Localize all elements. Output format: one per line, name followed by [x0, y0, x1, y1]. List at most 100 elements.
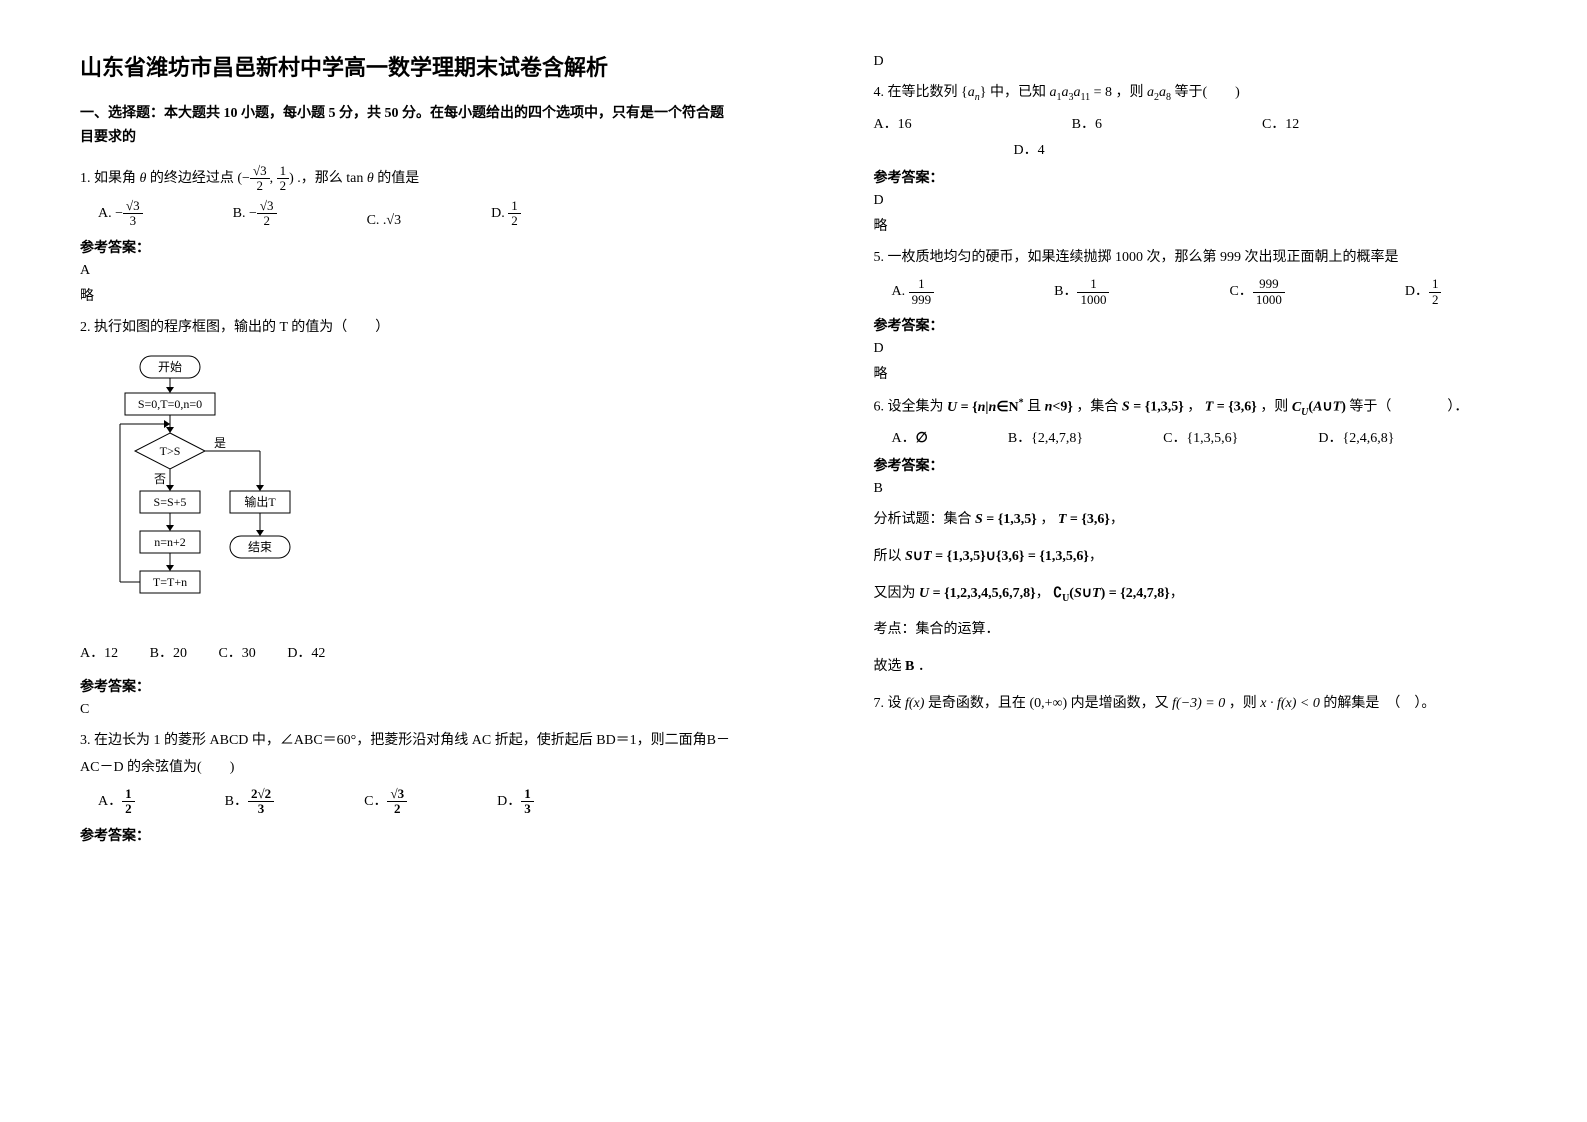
q7-f2: f(−3) = 0 — [1172, 696, 1225, 711]
q2-optC: C．30 — [218, 646, 255, 661]
q6-gu-prefix: 故选 — [874, 659, 902, 674]
q5-stem: 5. 一枚质地均匀的硬币，如果连续抛掷 1000 次，那么第 999 次出现正面… — [874, 245, 1528, 272]
q7-stem: 7. 设 f(x) 是奇函数，且在 (0,+∞) 内是增函数，又 f(−3) =… — [874, 691, 1528, 718]
q2-stem: 2. 执行如图的程序框图，输出的 T 的值为（ ） — [80, 315, 734, 342]
section-head: 一、选择题：本大题共 10 小题，每小题 5 分，共 50 分。在每小题给出的四… — [80, 102, 734, 150]
q6-ans-label: 参考答案： — [874, 455, 1528, 475]
q3-optD: D．13 — [497, 787, 534, 817]
q6-p2: 且 — [1027, 400, 1041, 415]
q6-am: ， — [1040, 512, 1054, 527]
q7-p2: 是奇函数，且在 — [928, 696, 1026, 711]
q6-S2: S = {1,3,5} — [975, 512, 1037, 527]
q7-p5: 的解集是 （ ）。 — [1323, 696, 1435, 711]
q2-ans: C — [80, 702, 734, 718]
q3-options: A．12 B．2√23 C．√32 D．13 — [98, 787, 734, 817]
q5-options: A. 1999 B．11000 C．9991000 D．12 — [892, 277, 1528, 307]
q4-optB: B．6 — [1072, 113, 1102, 133]
q3-optA: A．12 — [98, 787, 135, 817]
q5-ans2: 略 — [874, 363, 1528, 383]
q1-optA: A. −√33 — [98, 199, 143, 229]
svg-text:结束: 结束 — [248, 540, 272, 554]
q6-gu: 故选 B ． — [874, 654, 1528, 681]
q6-kao: 考点：集合的运算． — [874, 617, 1528, 644]
svg-text:S=0,T=0,n=0: S=0,T=0,n=0 — [138, 397, 202, 411]
q7-p4: ，则 — [1229, 696, 1257, 711]
q4-optA: A．16 — [874, 113, 912, 133]
q3-optC: C．√32 — [364, 787, 407, 817]
q1-stem-suffix: .，那么 — [297, 171, 343, 186]
svg-text:n=n+2: n=n+2 — [154, 535, 186, 549]
q5-ans: D — [874, 341, 1528, 357]
svg-text:否: 否 — [154, 472, 166, 486]
tan-theta: tan θ — [346, 171, 377, 186]
q6-analysis: 分析试题：集合 S = {1,3,5} ， T = {3,6}， — [874, 507, 1528, 534]
q1-stem: 1. 如果角 θ 的终边经过点 (−√32, 12) .，那么 tan θ 的值… — [80, 164, 734, 194]
q4-stem-mid: 中，已知 — [990, 85, 1046, 100]
q1-ans: A — [80, 263, 734, 279]
q3-ans-label: 参考答案： — [80, 825, 734, 845]
q1-optB: B. −√32 — [233, 199, 277, 229]
q1-stem-mid: 的终边经过点 — [150, 171, 234, 186]
q4-ans-label: 参考答案： — [874, 167, 1528, 187]
q6-U2: U = {1,2,3,4,5,6,7,8} — [919, 586, 1036, 601]
q6-ans: B — [874, 481, 1528, 497]
q6-p4: ， — [1187, 400, 1201, 415]
q5-optB: B．11000 — [1054, 277, 1109, 307]
q6-gu-end: ． — [918, 659, 932, 674]
q1-optD: D. 12 — [491, 199, 521, 229]
q6-gu-ans: B — [905, 659, 914, 674]
q6-options: A．∅ B．{2,4,7,8} C．{1,3,5,6} D．{2,4,6,8} — [892, 427, 1528, 447]
q1-point: (−√32, 12) — [237, 171, 293, 186]
q4-optC: C．12 — [1262, 113, 1299, 133]
q5-optA: A. 1999 — [892, 277, 935, 307]
svg-text:是: 是 — [214, 436, 226, 450]
q1-stem-end: 的值是 — [377, 171, 419, 186]
q6-so-prefix: 所以 — [874, 549, 902, 564]
q1-options: A. −√33 B. −√32 C. .√3 D. 12 — [98, 199, 734, 229]
q1-stem-prefix: 1. 如果角 — [80, 171, 136, 186]
q6-optD: D．{2,4,6,8} — [1318, 427, 1394, 447]
q1-ans-label: 参考答案： — [80, 237, 734, 257]
q6-optC: C．{1,3,5,6} — [1163, 427, 1238, 447]
q4-stem-prefix: 4. 在等比数列 — [874, 85, 958, 100]
q6-compl: ∁U(S∪T) = {2,4,7,8} — [1053, 586, 1170, 601]
q6-so: 所以 S∪T = {1,3,5}∪{3,6} = {1,3,5,6}， — [874, 544, 1528, 571]
q6-expr: CU(A∪T) — [1292, 400, 1346, 415]
q4-eq2: a2a8 — [1147, 85, 1171, 100]
q6-because: 又因为 U = {1,2,3,4,5,6,7,8}， ∁U(S∪T) = {2,… — [874, 581, 1528, 608]
svg-text:T>S: T>S — [160, 444, 181, 458]
q3-ans: D — [874, 54, 1528, 70]
q6-optB: B．{2,4,7,8} — [1008, 427, 1083, 447]
q6-p6: 等于（ ）． — [1349, 400, 1468, 415]
q6-U: U = {n|n∈N* — [947, 400, 1024, 415]
q6-analysis-label: 分析试题：集合 — [874, 512, 972, 527]
q4-ans: D — [874, 193, 1528, 209]
q2-optA: A．12 — [80, 646, 118, 661]
q3-stem: 3. 在边长为 1 的菱形 ABCD 中，∠ABC＝60°，把菱形沿对角线 AC… — [80, 728, 734, 781]
q4-stem-suffix: ，则 — [1116, 85, 1144, 100]
q6-union: S∪T = {1,3,5}∪{3,6} = {1,3,5,6} — [905, 549, 1089, 564]
q5-optD: D．12 — [1405, 277, 1442, 307]
q6-p3: ，集合 — [1076, 400, 1118, 415]
q6-S: S = {1,3,5} — [1122, 400, 1184, 415]
q5-optC: C．9991000 — [1229, 277, 1284, 307]
q7-int: (0,+∞) — [1029, 696, 1067, 711]
q6-T: T = {3,6} — [1205, 400, 1257, 415]
flowchart: 开始 S=0,T=0,n=0 T>S 是 否 输出T — [110, 351, 734, 631]
theta-1: θ — [140, 171, 147, 186]
page-title: 山东省潍坊市昌邑新村中学高一数学理期末试卷含解析 — [80, 50, 734, 82]
q3-optB: B．2√23 — [225, 787, 274, 817]
q7-p3: 内是增函数，又 — [1071, 696, 1169, 711]
q7-p1: 7. 设 — [874, 696, 902, 711]
q6-p1: 6. 设全集为 — [874, 400, 944, 415]
svg-text:开始: 开始 — [158, 360, 182, 374]
q6-p5: ，则 — [1260, 400, 1288, 415]
q5-ans-label: 参考答案： — [874, 315, 1528, 335]
q2-optD: D．42 — [287, 646, 325, 661]
q6-because-prefix: 又因为 — [874, 586, 916, 601]
q1-ans2: 略 — [80, 285, 734, 305]
q4-optD: D．4 — [1014, 139, 1528, 159]
svg-text:T=T+n: T=T+n — [153, 575, 187, 589]
svg-text:输出T: 输出T — [244, 494, 276, 509]
q2-ans-label: 参考答案： — [80, 676, 734, 696]
